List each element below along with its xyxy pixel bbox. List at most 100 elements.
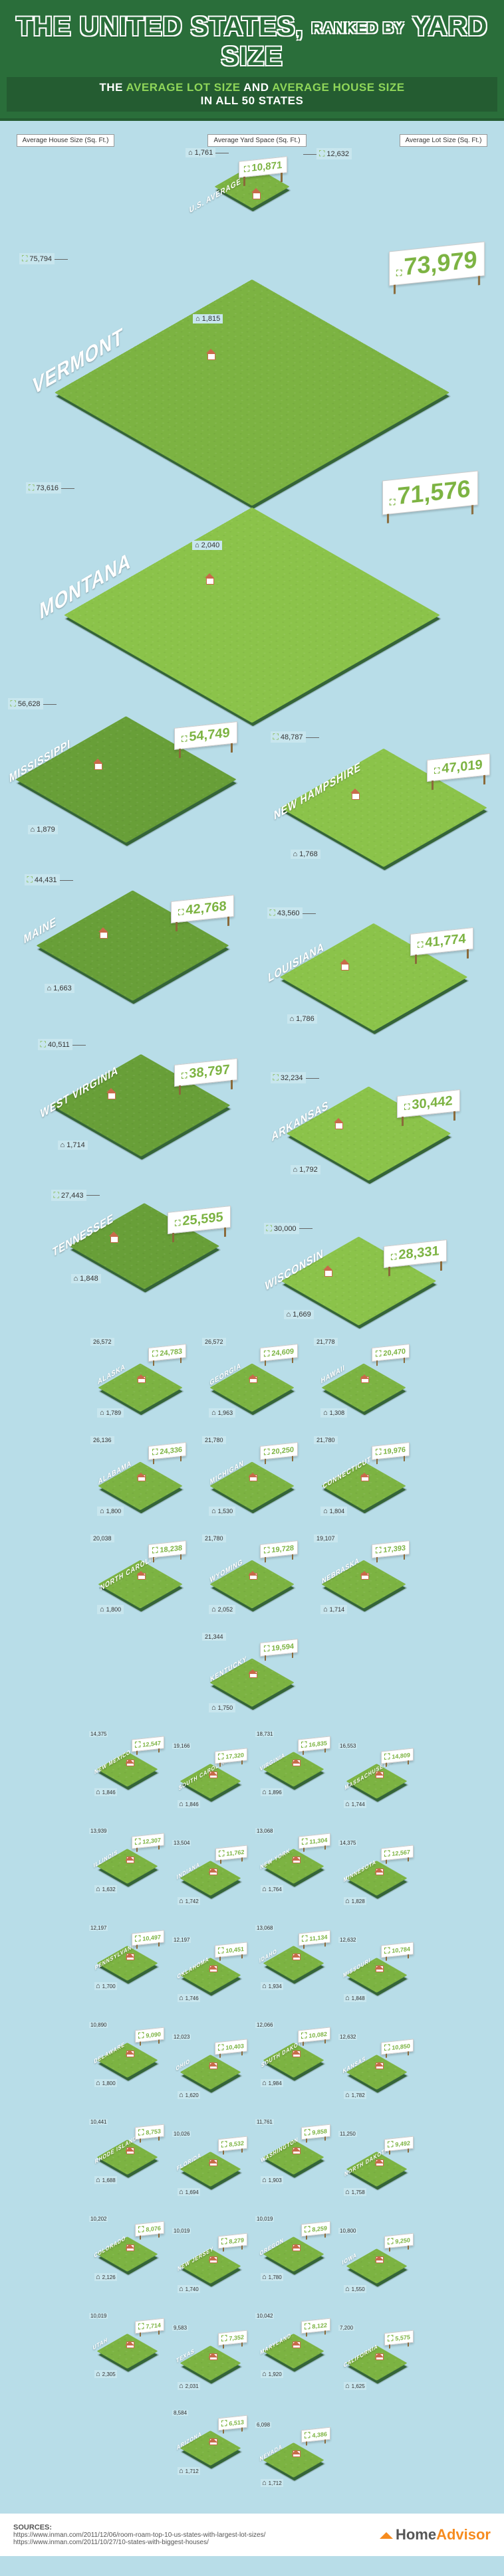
house-icon: ⌂ — [179, 1994, 184, 2002]
house-stat: ⌂1,714 — [320, 1605, 347, 1614]
yard-billboard: ⛶54,749 — [174, 721, 237, 750]
us-avg-house-stat: ⌂1,761 — [186, 148, 215, 157]
house-icon-3d — [292, 1761, 297, 1766]
lot-stat: 10,042 — [255, 2313, 274, 2319]
state-tile — [98, 1461, 182, 1510]
fence-icon: ⛶ — [305, 2431, 310, 2440]
lot-stat: 11,761 — [255, 2119, 274, 2125]
state-plot-tiny: ARIZONA ⛶6,513 8,584 ⌂1,712 — [172, 2410, 249, 2476]
state-plot-tiny: INDIANA ⛶11,762 13,504 ⌂1,742 — [172, 1840, 249, 1906]
state-plot-small: GEORGIA ⛶24,609 26,572 ⌂1,963 — [202, 1338, 302, 1418]
house-icon: ⌂ — [345, 2091, 350, 2099]
house-icon-3d — [375, 1870, 380, 1875]
yard-billboard: ⛶12,567 — [381, 1845, 414, 1861]
fence-icon: ⛶ — [388, 2140, 393, 2150]
lot-stat: ⛶48,787 — [271, 731, 306, 743]
house-stat: ⌂1,789 — [97, 1408, 124, 1418]
yard-billboard: ⛶28,331 — [384, 1240, 447, 1268]
house-icon-3d — [207, 351, 216, 360]
yard-billboard: ⛶17,393 — [372, 1540, 410, 1558]
state-row: MAINE ⛶42,768 ⛶44,431 ⌂1,663 LOUISIANA ⛶… — [7, 877, 497, 1024]
lot-stat: 10,800 — [338, 2228, 357, 2234]
house-stat: ⌂1,848 — [344, 1994, 366, 2002]
state-plot-tiny: SOUTH DAKOTA ⛶10,082 12,066 ⌂1,984 — [255, 2022, 332, 2088]
house-stat: ⌂1,879 — [28, 825, 58, 834]
house-icon-3d — [209, 1870, 214, 1875]
house-icon: ⌂ — [293, 850, 298, 858]
fence-icon: ⛶ — [418, 940, 423, 950]
yard-billboard: ⛶10,784 — [381, 1942, 414, 1958]
house-icon-3d — [292, 2052, 297, 2057]
house-icon: ⌂ — [179, 2382, 184, 2390]
fence-icon: ⛶ — [152, 1447, 158, 1457]
state-plot-tiny: TEXAS ⛶7,352 9,583 ⌂2,031 — [172, 2325, 249, 2391]
house-icon: ⌂ — [96, 2370, 100, 2378]
state-tile — [97, 1849, 158, 1884]
state-tile — [346, 1958, 408, 1993]
lot-stat: 21,778 — [314, 1338, 338, 1346]
house-icon-3d — [137, 1573, 144, 1580]
state-tile — [209, 1461, 294, 1510]
house-icon-3d — [126, 1858, 131, 1863]
fence-icon: ⛶ — [301, 1740, 307, 1750]
header: THE UNITED STATES, RANKED BY YARD SIZE T… — [0, 0, 504, 121]
state-plot-tiny: NEW JERSEY ⛶8,279 10,019 ⌂1,740 — [172, 2228, 249, 2294]
state-tile — [180, 2249, 241, 2284]
house-stat: ⌂1,828 — [344, 1897, 366, 1905]
house-icon-3d — [292, 2149, 297, 2154]
house-icon: ⌂ — [96, 1788, 100, 1796]
state-plot-small: NEBRASKA ⛶17,393 19,107 ⌂1,714 — [314, 1534, 414, 1614]
state-tile — [97, 2237, 158, 2272]
house-stat: ⌂2,031 — [178, 2382, 200, 2390]
house-icon-3d — [340, 961, 350, 970]
state-plot-tiny: WASHINGTON ⛶9,858 11,761 ⌂1,903 — [255, 2119, 332, 2185]
fence-icon: ⛶ — [384, 1752, 390, 1762]
state-plot-tiny: MINNESOTA ⛶12,567 14,375 ⌂1,828 — [338, 1840, 415, 1906]
house-icon-3d — [209, 2440, 214, 2445]
fence-icon: ⛶ — [264, 1545, 269, 1555]
lot-stat: 7,200 — [338, 2325, 354, 2331]
house-icon: ⌂ — [74, 1275, 78, 1283]
lot-stat: ⛶75,794 — [19, 253, 55, 264]
house-stat: ⌂1,758 — [344, 2188, 366, 2196]
yard-billboard: ⛶47,019 — [427, 753, 490, 782]
house-icon-3d — [126, 1761, 131, 1766]
house-icon: ⌂ — [290, 1015, 295, 1023]
house-icon: ⌂ — [345, 2382, 350, 2390]
state-plot-tiny: NEW YORK ⛶11,304 13,068 ⌂1,764 — [255, 1828, 332, 1894]
house-icon: ⌂ — [188, 149, 193, 157]
yard-billboard: ⛶7,352 — [218, 2330, 247, 2346]
lot-stat: 12,197 — [89, 1925, 108, 1931]
state-plot-medium: TENNESSEE ⛶25,595 ⛶27,443 ⌂1,848 — [51, 1193, 237, 1283]
fence-icon: ⛶ — [376, 1348, 381, 1358]
house-stat: ⌂1,712 — [178, 2467, 200, 2475]
house-icon-3d — [292, 2452, 297, 2457]
yard-billboard: ⛶42,768 — [171, 895, 234, 923]
yard-billboard: ⛶19,728 — [260, 1540, 298, 1558]
house-icon-3d — [292, 2343, 297, 2348]
state-row: WEST VIRGINIA ⛶38,797 ⛶40,511 ⌂1,714 ARK… — [7, 1042, 497, 1174]
state-plot-tiny: PENNSYLVANIA ⛶10,497 12,197 ⌂1,700 — [89, 1925, 166, 1991]
yard-billboard: ⛶10,850 — [381, 2039, 414, 2055]
state-row: UTAH ⛶7,714 10,019 ⌂2,305 TEXAS ⛶7,352 9… — [7, 2313, 497, 2391]
house-icon: ⌂ — [262, 2176, 267, 2184]
yard-billboard: ⛶8,259 — [301, 2221, 330, 2237]
fence-icon: ⛶ — [22, 254, 27, 263]
house-stat: ⌂1,550 — [344, 2285, 366, 2293]
house-icon: ⌂ — [211, 1606, 216, 1613]
house-stat: ⌂2,040 — [192, 541, 222, 550]
house-icon: ⌂ — [96, 2273, 100, 2281]
logo-home: Home — [396, 2526, 436, 2543]
fence-icon: ⛶ — [182, 1070, 187, 1080]
fence-icon: ⛶ — [221, 2237, 227, 2247]
house-icon-3d — [334, 1120, 344, 1129]
house-icon-3d — [126, 2149, 131, 2154]
state-plot-small: ALASKA ⛶24,783 26,572 ⌂1,789 — [90, 1338, 190, 1418]
lot-stat: 21,344 — [202, 1633, 226, 1641]
house-stat: ⌂1,963 — [209, 1408, 235, 1418]
state-plot-medium: ARKANSAS ⛶30,442 ⛶32,234 ⌂1,792 — [271, 1075, 467, 1174]
state-plot-tiny: CALIFORNIA ⛶5,575 7,200 ⌂1,625 — [338, 2325, 415, 2391]
house-icon: ⌂ — [323, 1507, 328, 1515]
state-tile — [64, 507, 440, 723]
house-stat: ⌂1,700 — [94, 1982, 117, 1990]
